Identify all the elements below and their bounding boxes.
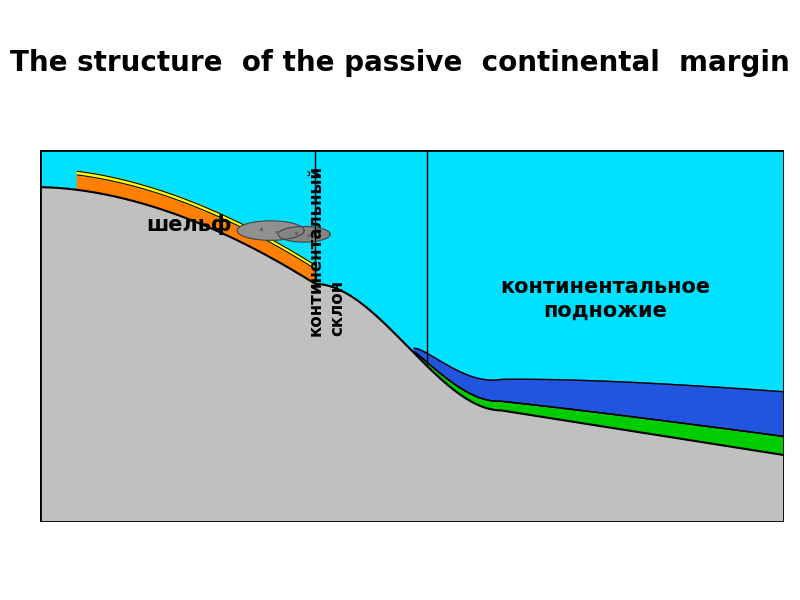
Polygon shape xyxy=(238,221,304,241)
Polygon shape xyxy=(414,349,784,436)
Polygon shape xyxy=(78,175,315,284)
Polygon shape xyxy=(414,352,784,455)
Text: шельф: шельф xyxy=(146,214,232,235)
Polygon shape xyxy=(78,171,315,269)
Polygon shape xyxy=(40,187,784,522)
Text: континентальный
склон: континентальный склон xyxy=(307,165,346,336)
Text: континентальное
подножие: континентальное подножие xyxy=(500,277,710,320)
Text: The structure  of the passive  continental  margin: The structure of the passive continental… xyxy=(10,49,790,77)
Polygon shape xyxy=(278,226,330,242)
Polygon shape xyxy=(40,150,784,522)
